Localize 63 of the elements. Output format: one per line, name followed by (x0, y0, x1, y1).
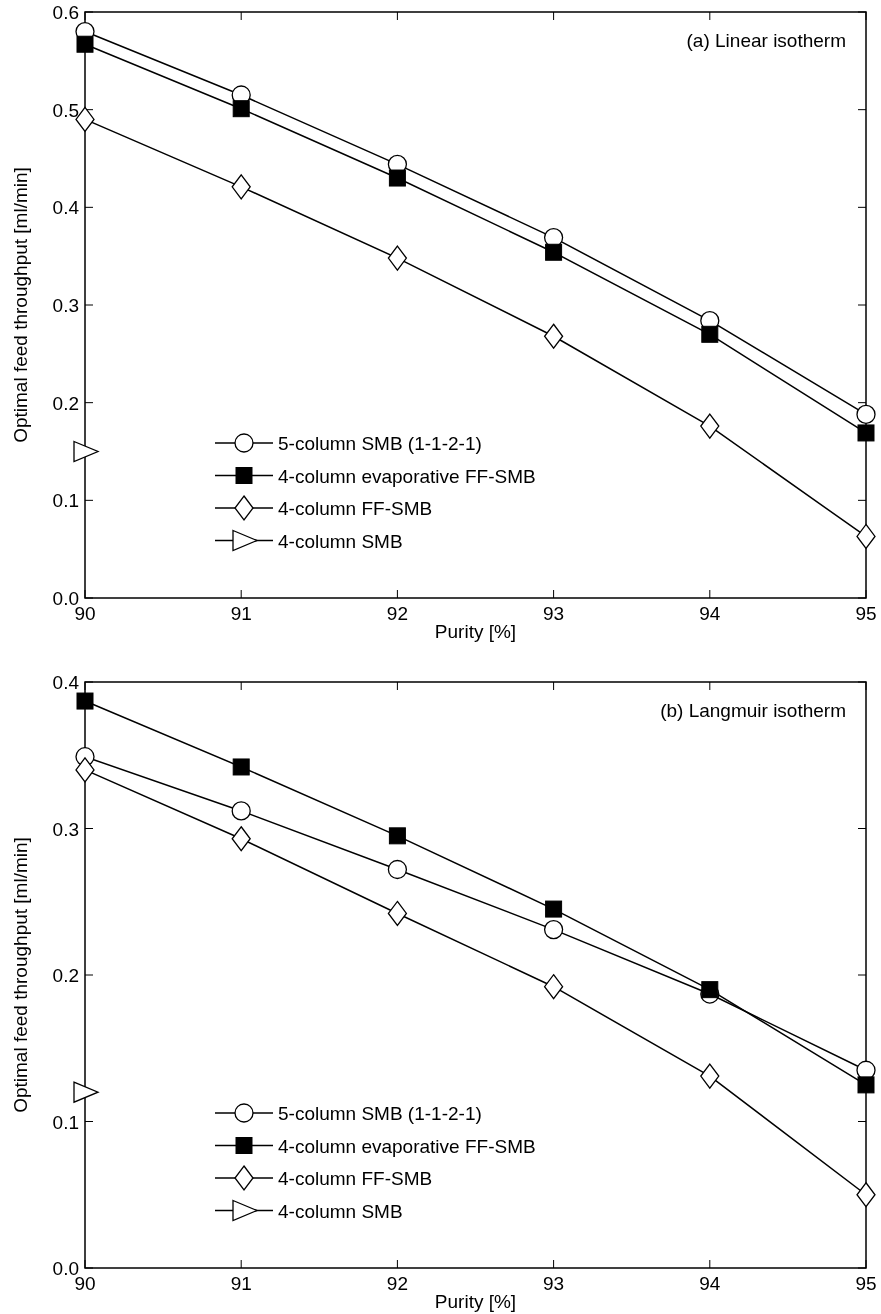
point (231, 826, 251, 852)
legend-label: 5-column SMB (1-1-2-1) (278, 1103, 482, 1124)
point (700, 413, 720, 439)
point (856, 404, 876, 425)
point (231, 174, 251, 200)
point (75, 757, 95, 783)
y-tick-label: 0.1 (52, 1111, 79, 1133)
x-tick-label: 95 (855, 1273, 877, 1294)
point (545, 243, 563, 261)
legend-label: 4-column evaporative FF-SMB (278, 1135, 536, 1157)
point (856, 523, 876, 550)
x-tick-label: 91 (230, 1273, 252, 1294)
y-tick-label: 0.6 (52, 2, 79, 23)
point (73, 440, 99, 463)
y-tick-label: 0.4 (52, 672, 80, 693)
point (232, 758, 250, 776)
point (76, 35, 94, 53)
x-tick-label: 94 (699, 603, 721, 624)
point (76, 692, 94, 710)
point (387, 245, 408, 271)
legend-label: 4-column evaporative FF-SMB (278, 465, 536, 487)
legend-label: 4-column FF-SMB (278, 1168, 433, 1189)
point (857, 1076, 875, 1094)
legend-label: 4-column SMB (278, 1200, 403, 1222)
y-tick-label: 0.2 (52, 392, 79, 414)
y-tick-label: 0.1 (52, 490, 79, 512)
y-axis-title: Optimal feed throughput [ml/min] (10, 167, 31, 443)
point (543, 323, 564, 349)
x-tick-label: 93 (543, 1273, 565, 1294)
point (856, 1182, 876, 1208)
point (73, 1081, 99, 1103)
x-tick-label: 92 (386, 603, 408, 624)
point (700, 1063, 720, 1089)
annotation: (a) Linear isotherm (686, 30, 846, 51)
point (232, 100, 250, 118)
legend-label: 4-column SMB (278, 530, 403, 552)
point (231, 801, 251, 821)
x-axis-title: Purity [%] (434, 621, 517, 642)
point (857, 424, 875, 442)
y-tick-label: 0.3 (52, 295, 79, 316)
point (387, 859, 408, 880)
x-tick-label: 92 (386, 1273, 408, 1294)
y-tick-label: 0.2 (52, 965, 79, 986)
legend-label: 5-column SMB (1-1-2-1) (278, 433, 482, 454)
y-tick-label: 0.4 (52, 197, 80, 219)
point (701, 981, 719, 999)
point (387, 900, 408, 927)
x-tick-label: 94 (699, 1273, 721, 1294)
annotation: (b) Langmuir isotherm (660, 700, 846, 721)
point (543, 919, 564, 940)
point (388, 169, 406, 187)
x-tick-label: 91 (230, 603, 252, 624)
point (543, 974, 564, 1000)
point (545, 900, 563, 918)
point (388, 827, 406, 845)
x-tick-label: 95 (855, 603, 877, 624)
point (701, 325, 719, 343)
x-tick-label: 93 (543, 603, 565, 624)
legend-label: 4-column FF-SMB (278, 498, 433, 519)
x-axis-title: Purity [%] (434, 1291, 517, 1312)
y-tick-label: 0.3 (52, 818, 79, 840)
y-tick-label: 0.5 (52, 99, 79, 121)
y-axis-title: Optimal feed throughput [ml/min] (10, 837, 31, 1113)
